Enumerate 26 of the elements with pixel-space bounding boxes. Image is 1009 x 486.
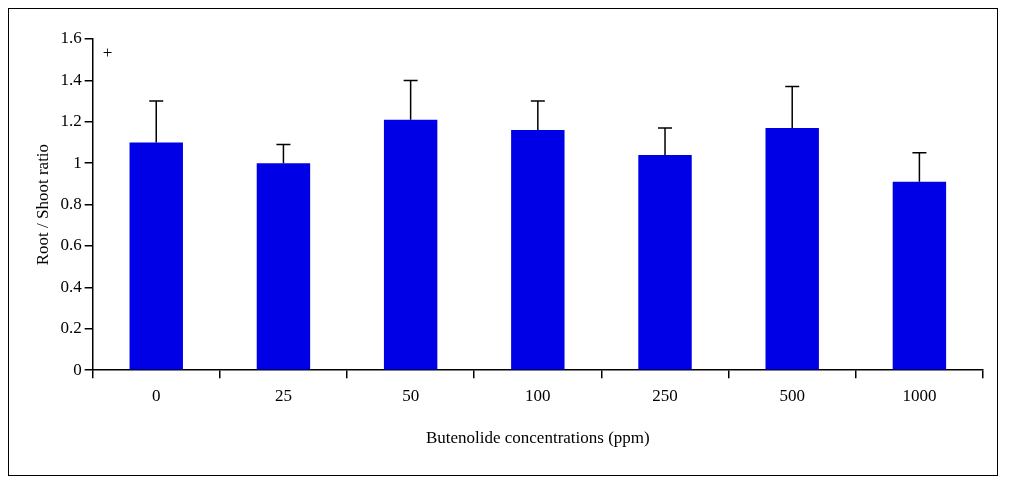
bar (129, 142, 183, 370)
annotation: + (102, 42, 113, 62)
bar (383, 119, 438, 370)
y-tick-label: 0.8 (60, 194, 82, 214)
bar (765, 128, 819, 370)
x-tick-label: 25 (274, 385, 292, 405)
y-tick-label: 1.6 (60, 28, 82, 48)
y-tick-label: 1.4 (60, 69, 83, 89)
bar (892, 181, 947, 370)
bar (638, 154, 692, 370)
y-tick-label: 0.2 (60, 318, 82, 338)
x-tick-label: 0 (152, 385, 161, 405)
x-tick-label: 50 (402, 385, 420, 405)
x-tick-label: 250 (652, 385, 678, 405)
y-tick-label: 0 (73, 359, 82, 379)
bar (511, 130, 565, 370)
x-tick-label: 1000 (902, 385, 937, 405)
y-axis-title: Root / Shoot ratio (32, 143, 52, 266)
y-tick-label: 1 (73, 152, 82, 172)
y-tick-label: 0.4 (60, 276, 83, 296)
x-tick-label: 100 (525, 385, 551, 405)
x-tick-label: 500 (779, 385, 805, 405)
y-tick-label: 0.6 (60, 235, 82, 255)
x-axis-title: Butenolide concentrations (ppm) (425, 428, 650, 448)
y-tick-label: 1.2 (60, 111, 82, 131)
bar (256, 163, 311, 370)
